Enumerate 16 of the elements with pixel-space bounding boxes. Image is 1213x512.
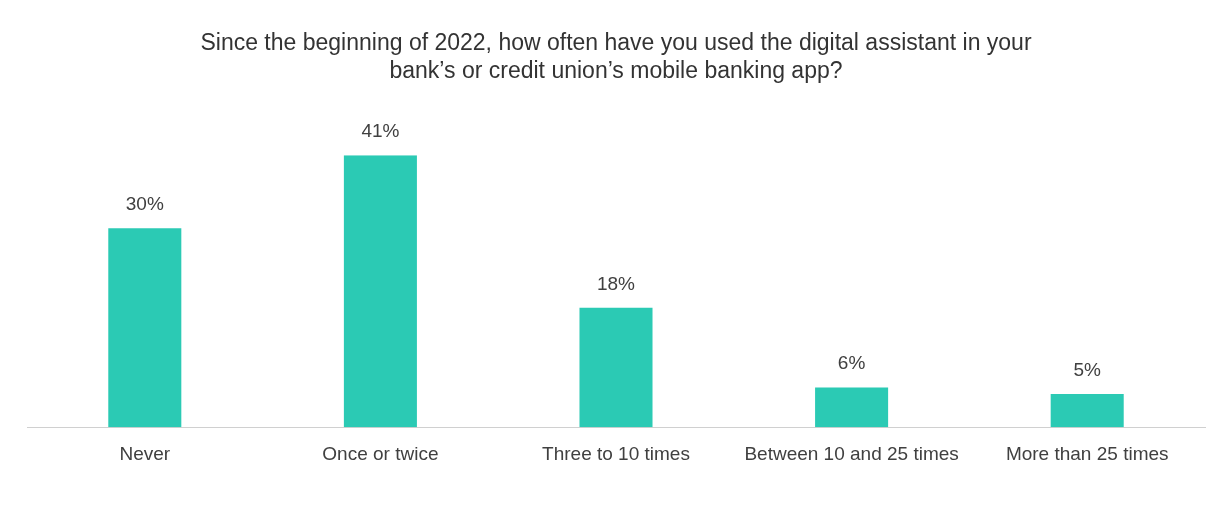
- x-tick-label: More than 25 times: [1005, 442, 1169, 464]
- data-label: 6%: [837, 352, 866, 374]
- data-label: 18%: [596, 272, 636, 294]
- x-tick-label: Three to 10 times: [542, 442, 690, 464]
- x-tick-label: Never: [119, 442, 171, 464]
- bar: [108, 228, 182, 428]
- x-tick-label: Once or twice: [322, 442, 439, 464]
- bar: [815, 387, 889, 428]
- bar: [1050, 394, 1124, 428]
- data-label: 41%: [361, 119, 400, 141]
- data-label: 30%: [125, 192, 164, 214]
- x-tick-label: Between 10 and 25 times: [744, 442, 959, 464]
- chart-title: Since the beginning of 2022, how often have you used the digital assistant in your bank’s or credit union’s mobile banking app?: [200, 29, 1032, 83]
- bar: [343, 155, 417, 428]
- bar: [579, 307, 653, 428]
- data-label: 5%: [1073, 358, 1102, 380]
